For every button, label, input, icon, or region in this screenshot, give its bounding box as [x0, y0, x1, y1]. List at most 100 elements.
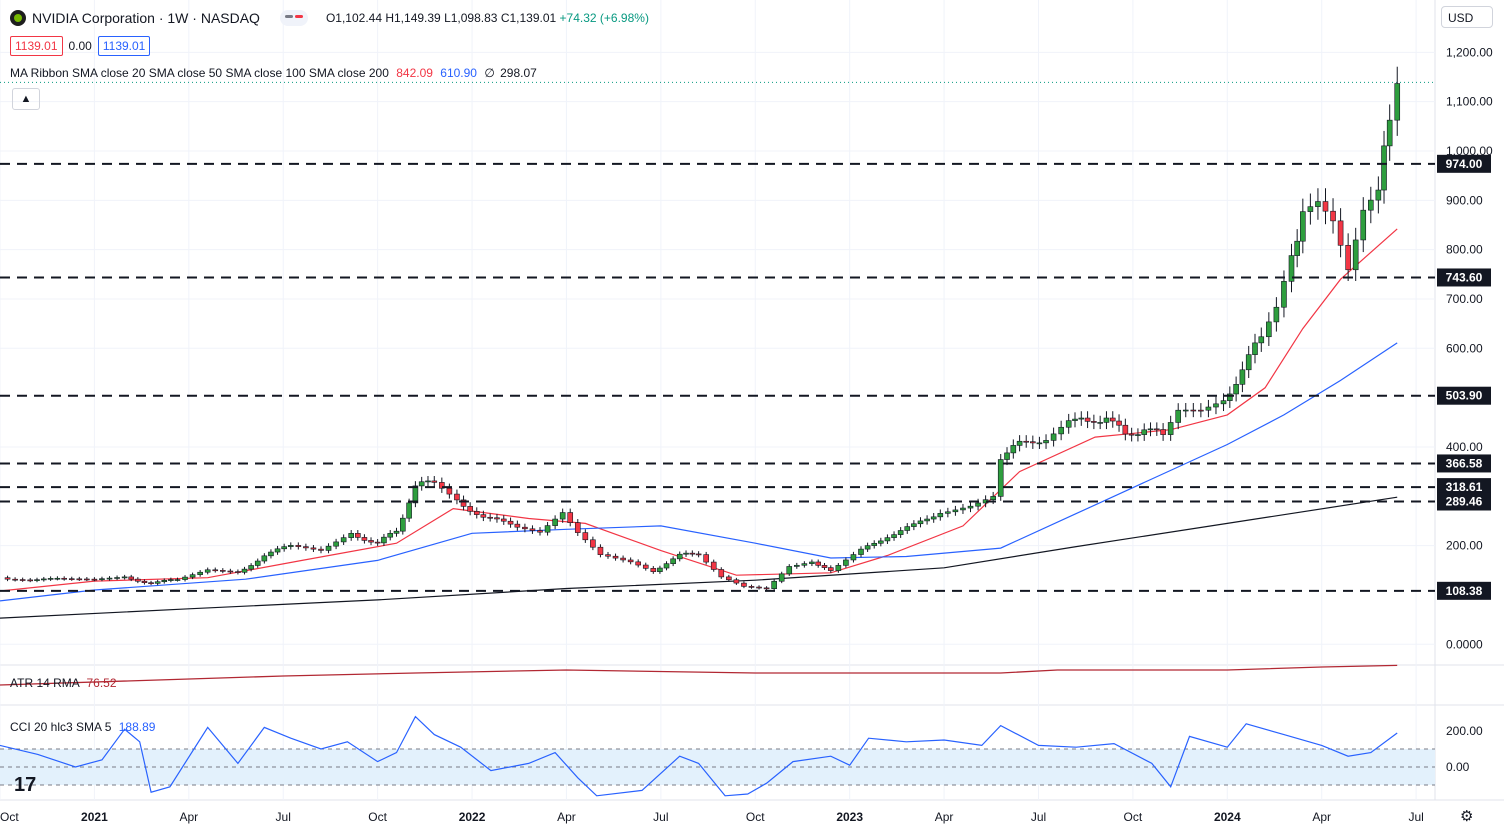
y-tick-label: 200.00 — [1446, 539, 1483, 553]
candle-down — [1322, 201, 1329, 212]
candle-down — [295, 545, 302, 547]
y-tick-label: 1,000.00 — [1446, 144, 1493, 158]
x-tick-label: 2023 — [836, 810, 863, 824]
candle-up — [261, 555, 268, 562]
candle-up — [197, 571, 203, 575]
candle-down — [128, 576, 135, 580]
bid-box[interactable]: 1139.01 — [10, 36, 63, 56]
candle-down — [627, 559, 634, 563]
candle-up — [1352, 239, 1359, 271]
x-tick-label: Oct — [0, 810, 19, 824]
level-price-label: 503.90 — [1446, 389, 1483, 403]
candle-down — [815, 561, 822, 566]
y-tick-label: 900.00 — [1446, 193, 1483, 207]
change-value: +74.32 (+6.98%) — [559, 11, 649, 25]
candle-down — [1337, 220, 1344, 246]
candle-up — [904, 526, 911, 531]
candle-up — [114, 577, 120, 579]
candle-down — [1116, 420, 1122, 426]
open-value: O1,102.44 — [325, 11, 382, 25]
low-value: L1,098.83 — [444, 11, 498, 25]
candle-up — [559, 512, 566, 520]
candle-down — [590, 539, 596, 548]
candle-down — [567, 512, 574, 523]
atr-line — [0, 664, 1398, 686]
candle-up — [1072, 418, 1078, 421]
candle-up — [99, 578, 105, 580]
candle-down — [227, 570, 234, 573]
candle-down — [467, 506, 473, 512]
candle-up — [393, 530, 400, 534]
x-tick-label: Jul — [653, 810, 668, 824]
sma-line-50 — [0, 342, 1398, 602]
candle-down — [61, 577, 67, 580]
candle-up — [106, 577, 113, 580]
candle-down — [473, 511, 480, 515]
candle-down — [141, 580, 148, 583]
candle-down — [703, 554, 709, 563]
collapse-legend-button[interactable]: ▲ — [12, 88, 40, 110]
candle-down — [612, 555, 619, 559]
candle-up — [1288, 255, 1295, 282]
candle-up — [1252, 342, 1258, 355]
cci-y-tick-label: 200.00 — [1446, 724, 1483, 738]
candle-up — [174, 579, 181, 581]
candle-up — [168, 579, 174, 581]
candle-down — [726, 576, 732, 581]
level-price-tag — [1437, 154, 1491, 173]
candle-up — [670, 558, 676, 564]
candle-up — [683, 552, 689, 555]
market-status-icon[interactable] — [279, 10, 308, 26]
x-tick-label: Jul — [1031, 810, 1046, 824]
cci-legend[interactable]: CCI 20 hlc3 SMA 5 188.89 — [10, 720, 155, 734]
candle-up — [975, 502, 981, 507]
candle-down — [756, 586, 762, 589]
candle-down — [650, 568, 657, 572]
candle-up — [412, 485, 419, 504]
candle-down — [1330, 210, 1336, 222]
ask-box[interactable]: 1139.01 — [97, 36, 151, 56]
candle-up — [418, 481, 425, 487]
x-tick-label: Jul — [276, 810, 291, 824]
candle-up — [154, 581, 161, 584]
candle-down — [821, 565, 828, 568]
ma-ribbon-legend[interactable]: MA Ribbon SMA close 20 SMA close 50 SMA … — [10, 66, 537, 80]
candle-up — [967, 505, 974, 509]
x-tick-label: Jul — [1408, 810, 1423, 824]
candle-down — [748, 586, 755, 588]
candle-up — [1078, 417, 1085, 420]
symbol-title[interactable]: NVIDIA Corporation · 1W · NASDAQ — [32, 10, 260, 26]
candle-down — [1091, 421, 1097, 423]
candle-up — [960, 507, 966, 511]
candle-up — [204, 569, 211, 573]
candle-up — [1016, 440, 1023, 446]
level-price-tag — [1437, 268, 1491, 287]
candle-up — [924, 518, 930, 522]
candle-up — [406, 502, 412, 519]
candle-up — [325, 545, 332, 551]
level-price-label: 743.60 — [1446, 270, 1483, 284]
candle-up — [182, 576, 188, 580]
tradingview-logo-icon[interactable]: 17 — [14, 774, 37, 796]
currency-select[interactable]: USD — [1441, 6, 1493, 28]
x-tick-label: Oct — [368, 810, 387, 824]
candle-up — [1058, 426, 1064, 435]
candle-down — [642, 564, 649, 569]
candle-up — [990, 496, 996, 500]
candle-up — [778, 573, 785, 582]
candle-down — [27, 579, 34, 582]
candle-down — [1198, 409, 1204, 412]
candle-down — [454, 493, 460, 501]
candle-up — [1205, 406, 1212, 411]
candle-up — [41, 578, 47, 581]
candle-down — [1023, 440, 1030, 443]
gear-icon[interactable]: ⚙ — [1460, 808, 1474, 825]
candle-up — [1141, 429, 1148, 435]
candle-down — [1122, 424, 1129, 435]
atr-legend[interactable]: ATR 14 RMA 76.52 — [10, 676, 117, 690]
nvidia-logo-icon — [10, 10, 26, 26]
candle-up — [54, 577, 61, 580]
candle-down — [529, 528, 536, 531]
candle-up — [1043, 440, 1049, 444]
